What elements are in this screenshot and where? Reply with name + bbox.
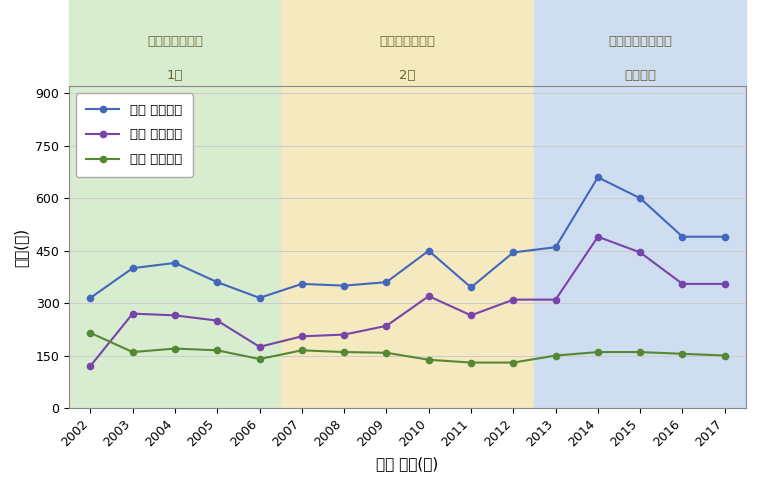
전체 검토기간 [594,349,603,355]
전체 준비기간 [424,293,433,299]
Bar [281,86,534,408]
전체 준비기간 [340,332,349,337]
전체 평가기간 [424,248,433,253]
전체 검토기간 [171,346,180,351]
전체 평가기간 [213,279,222,285]
전체 평가기간 [551,244,561,250]
Text: 1기: 1기 [167,69,183,82]
전체 검토기간 [551,353,561,359]
전체 평가기간 [594,174,603,180]
전체 검토기간 [382,350,391,356]
전체 평가기간 [467,285,476,290]
전체 평가기간 [128,265,138,271]
전체 검토기간 [128,349,138,355]
전체 검토기간 [721,353,730,359]
전체 준비기간 [128,311,138,316]
Line: 전체 평가기간: 전체 평가기간 [87,174,728,301]
전체 평가기간 [298,281,307,287]
전체 준비기간 [721,281,730,287]
전체 평가기간 [721,234,730,240]
전체 검토기간 [298,348,307,353]
X-axis label: 협의 연도(년): 협의 연도(년) [377,456,438,471]
전체 검토기간 [424,357,433,363]
Line: 전체 준비기간: 전체 준비기간 [87,234,728,369]
전체 준비기간 [171,312,180,318]
전체 평가기간 [171,260,180,266]
전체 검토기간 [213,348,222,353]
Bar [534,86,746,408]
전체 평가기간 [636,195,645,201]
Text: 시행시기: 시행시기 [624,69,656,82]
전체 평가기간 [678,234,687,240]
Text: 사전환경성검토: 사전환경성검토 [380,35,435,48]
Text: 전략환경영향평가: 전략환경영향평가 [608,35,672,48]
전체 준비기간 [382,323,391,329]
전체 검토기간 [678,351,687,357]
전체 평가기간 [85,295,95,301]
Text: 사전환경성검토: 사전환경성검토 [147,35,203,48]
전체 준비기간 [636,250,645,255]
전체 준비기간 [551,297,561,302]
전체 평가기간 [255,295,265,301]
전체 평가기간 [382,279,391,285]
전체 준비기간 [509,297,518,302]
전체 준비기간 [298,334,307,339]
전체 준비기간 [213,318,222,324]
전체 평가기간 [509,250,518,255]
Bar [69,86,281,408]
전체 검토기간 [85,330,95,336]
전체 준비기간 [594,234,603,240]
전체 검토기간 [509,360,518,365]
Legend: 전체 평가기간, 전체 준비기간, 전체 검토기간: 전체 평가기간, 전체 준비기간, 전체 검토기간 [76,93,193,177]
전체 준비기간 [678,281,687,287]
전체 검토기간 [636,349,645,355]
Y-axis label: 기간(일): 기간(일) [14,228,28,267]
Line: 전체 검토기간: 전체 검토기간 [87,330,728,366]
전체 평가기간 [340,283,349,288]
전체 준비기간 [467,312,476,318]
전체 준비기간 [85,363,95,369]
전체 검토기간 [255,356,265,362]
전체 준비기간 [255,344,265,350]
전체 검토기간 [467,360,476,365]
Text: 2기: 2기 [399,69,416,82]
전체 검토기간 [340,349,349,355]
